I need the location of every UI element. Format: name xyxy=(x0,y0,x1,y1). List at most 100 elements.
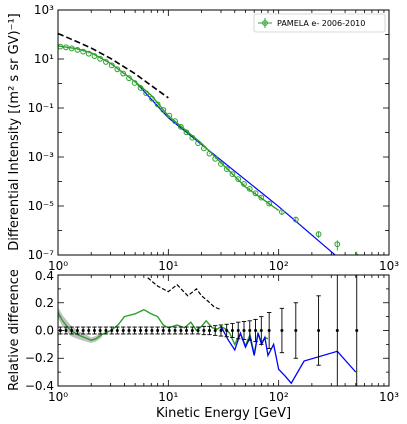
data-point xyxy=(63,44,69,51)
bottom-x-tick-labels: 10⁰ 10¹ 10² 10³ xyxy=(48,390,399,404)
data-point xyxy=(103,59,109,65)
bottom-plot-frame xyxy=(57,274,390,387)
residual-point xyxy=(202,329,206,332)
residual-point xyxy=(219,329,223,332)
data-point xyxy=(85,50,92,57)
bottom-y-tick-label: 0.2 xyxy=(35,296,54,310)
data-point xyxy=(120,70,127,77)
data-point xyxy=(315,231,322,238)
residual-point xyxy=(196,329,200,332)
data-point xyxy=(166,112,173,119)
data-point xyxy=(114,66,121,73)
residual-point xyxy=(355,329,359,332)
residual-point xyxy=(248,329,252,332)
bottom-panel: 10⁰ 10¹ 10² 10³ −0.4 −0.2 0.0 0.2 0.4 Re… xyxy=(7,269,399,421)
data-point xyxy=(80,48,87,55)
data-point xyxy=(252,190,259,197)
residual-point xyxy=(133,329,137,332)
bottom-x-tick-label: 10³ xyxy=(379,390,399,404)
top-plot-frame xyxy=(57,9,390,256)
residual-point xyxy=(58,329,62,332)
residual-point xyxy=(259,329,263,332)
top-y-tick-label: 10⁻¹ xyxy=(28,101,55,115)
bottom-x-tick-label: 10² xyxy=(269,390,289,404)
residual-point xyxy=(335,329,339,332)
residual-point xyxy=(110,329,114,332)
residual-point xyxy=(70,329,74,332)
top-x-tick-labels: 10⁰ 10¹ 10² 10³ xyxy=(48,259,399,273)
data-point xyxy=(200,145,207,152)
legend-marker-point xyxy=(262,20,268,26)
residual-point xyxy=(75,329,79,332)
data-point xyxy=(246,185,253,192)
residual-point xyxy=(173,329,177,332)
bottom-blue-model-line xyxy=(220,326,357,385)
data-point xyxy=(292,216,299,223)
residual-point xyxy=(179,329,183,332)
data-point xyxy=(154,101,161,108)
data-point xyxy=(241,181,247,187)
bottom-y-tick-label: −0.2 xyxy=(25,351,54,365)
bottom-series-layer xyxy=(58,275,359,386)
data-point xyxy=(137,85,144,91)
top-x-tick-label: 10² xyxy=(269,259,289,273)
residual-point xyxy=(254,329,258,332)
bottom-y-tick-label: 0.4 xyxy=(35,269,54,283)
top-x-tick-label: 10³ xyxy=(379,259,399,273)
residual-point xyxy=(167,329,171,332)
data-point xyxy=(97,55,104,62)
data-point xyxy=(195,140,201,146)
top-panel: 10⁰ 10¹ 10² 10³ 10⁻⁷ 10⁻⁵ 10⁻³ 10⁻¹ 10¹ … xyxy=(7,3,399,273)
top-blue-model-line xyxy=(134,81,337,255)
residual-point xyxy=(184,329,188,332)
data-point xyxy=(74,47,81,53)
residual-point xyxy=(280,329,284,332)
legend: PAMELA e- 2006-2010 xyxy=(253,13,386,33)
residual-point xyxy=(317,329,321,332)
residual-point xyxy=(121,329,125,332)
top-y-axis-label: Differential Intensity [(m² s sr GV)⁻¹] xyxy=(7,13,22,251)
data-point xyxy=(223,166,230,173)
data-point xyxy=(178,123,184,130)
data-point xyxy=(143,90,150,97)
residual-point xyxy=(190,329,194,332)
residual-point xyxy=(115,329,119,332)
top-series-layer xyxy=(58,32,360,255)
data-point xyxy=(131,80,138,86)
residual-point xyxy=(98,329,102,332)
data-point xyxy=(218,161,224,167)
data-point xyxy=(126,75,132,82)
top-x-tick-label: 10⁰ xyxy=(48,259,68,273)
residual-point xyxy=(156,329,160,332)
residual-point xyxy=(236,329,240,332)
residual-point xyxy=(230,329,234,332)
top-x-tick-label: 10¹ xyxy=(158,259,178,273)
residual-point xyxy=(144,329,148,332)
residual-point xyxy=(161,329,165,332)
residual-point xyxy=(104,329,108,332)
residual-point xyxy=(294,329,298,332)
residual-point xyxy=(64,329,68,332)
top-y-tick-label: 10³ xyxy=(34,3,54,17)
bottom-y-tick-labels: −0.4 −0.2 0.0 0.2 0.4 xyxy=(25,269,54,393)
data-point xyxy=(58,43,64,50)
data-point xyxy=(279,209,285,215)
residual-point xyxy=(92,329,96,332)
data-point xyxy=(108,62,115,69)
data-point xyxy=(258,194,265,201)
bottom-y-axis-label: Relative difference xyxy=(7,269,22,391)
legend-entry: PAMELA e- 2006-2010 xyxy=(277,19,365,28)
bottom-dashed-model-line xyxy=(147,277,222,311)
data-point xyxy=(149,95,155,102)
residual-point xyxy=(207,329,211,332)
residual-point xyxy=(87,329,91,332)
data-point xyxy=(91,53,98,59)
top-y-tick-labels: 10⁻⁷ 10⁻⁵ 10⁻³ 10⁻¹ 10¹ 10³ xyxy=(28,3,55,262)
bottom-x-tick-label: 10¹ xyxy=(158,390,178,404)
legend-box xyxy=(253,13,386,33)
residual-point xyxy=(81,329,85,332)
data-point xyxy=(189,134,196,141)
residual-point xyxy=(267,329,271,332)
data-point xyxy=(68,45,75,52)
data-point xyxy=(172,118,178,125)
